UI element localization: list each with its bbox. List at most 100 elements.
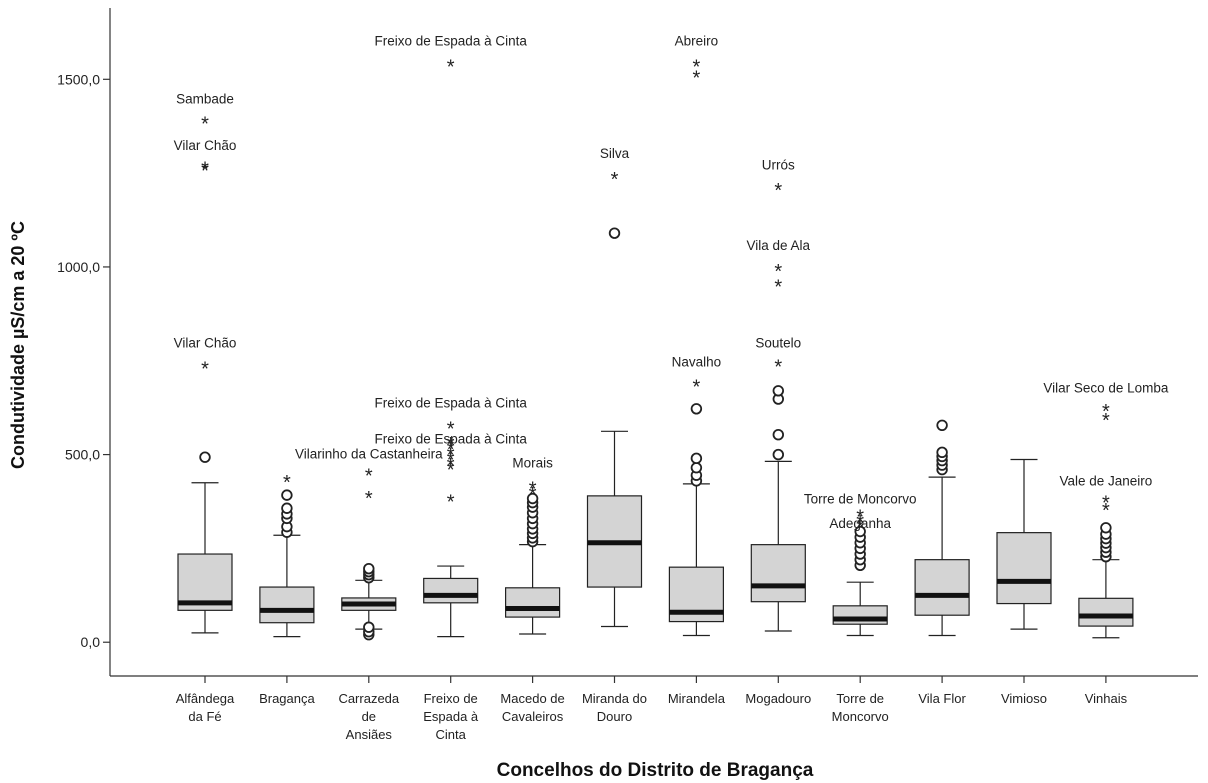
extreme-star: * xyxy=(611,169,619,191)
y-tick-label: 500,0 xyxy=(65,447,100,463)
y-tick-label: 1500,0 xyxy=(57,71,100,87)
outlier-annotation: Vila de Ala xyxy=(747,238,811,253)
outlier-annotation: Vilar Chão xyxy=(174,138,237,153)
x-category-label-line: Espada à xyxy=(423,709,479,724)
box-plot xyxy=(423,565,479,638)
extreme-star: * xyxy=(774,261,782,283)
outlier-annotation: Vale de Janeiro xyxy=(1059,473,1152,488)
extreme-star: * xyxy=(447,439,455,461)
extreme-star: * xyxy=(447,455,455,477)
x-category-label-line: Vila Flor xyxy=(918,691,966,706)
extreme-star: * xyxy=(1102,401,1110,423)
x-category-label: Mogadouro xyxy=(745,691,811,706)
outlier-circle xyxy=(772,448,785,461)
outlier-circle xyxy=(854,525,866,538)
extreme-star: * xyxy=(774,277,782,299)
outlier-circle xyxy=(281,502,293,514)
x-category-label-line: Cavaleiros xyxy=(502,709,564,724)
y-tick-label: 1000,0 xyxy=(57,259,100,275)
x-category-label-line: Ansiães xyxy=(346,727,393,742)
x-category-label-line: Moncorvo xyxy=(832,709,889,724)
extreme-star: * xyxy=(1102,410,1110,432)
y-tick-label: 0,0 xyxy=(81,634,101,650)
box-plot xyxy=(586,430,643,628)
extreme-star: * xyxy=(201,113,209,135)
x-category-label-line: Macedo de xyxy=(500,691,564,706)
box-plot xyxy=(1078,559,1134,639)
outlier-circle xyxy=(772,385,785,397)
iqr-box xyxy=(750,544,806,603)
x-category-label: Freixo de Espada à Cinta xyxy=(423,691,479,742)
extreme-star: * xyxy=(201,358,209,380)
x-category-label-line: da Fé xyxy=(188,709,221,724)
outlier-annotation: Freixo de Espada à Cinta xyxy=(375,431,528,446)
box-series xyxy=(177,430,1134,639)
outlier-annotation: Torre de Moncorvo xyxy=(804,491,917,506)
x-axis-label: Concelhos do Distrito de Bragança xyxy=(497,760,814,781)
box-plot xyxy=(505,544,561,635)
outlier-circle xyxy=(526,492,539,505)
box-plot xyxy=(668,483,725,637)
outlier-circle xyxy=(690,452,703,465)
extreme-star: * xyxy=(447,434,455,456)
extreme-star: * xyxy=(201,158,209,180)
x-category-label-line: Carrazeda xyxy=(338,691,399,706)
outlier-annotation: Morais xyxy=(512,456,553,471)
x-category-label-line: Vimioso xyxy=(1001,691,1047,706)
x-category-label: Miranda do Douro xyxy=(582,691,647,724)
extreme-star: * xyxy=(365,465,373,487)
extreme-star: * xyxy=(447,492,455,514)
extreme-star: * xyxy=(774,180,782,202)
extreme-star: * xyxy=(693,376,701,398)
outlier-annotation: Vilar Seco de Lomba xyxy=(1043,381,1169,396)
extreme-star: * xyxy=(856,507,864,529)
outlier-annotation: Urrós xyxy=(762,157,795,172)
outlier-annotation: Vilarinho da Castanheira xyxy=(295,446,443,461)
x-category-label-line: Cinta xyxy=(436,727,467,742)
box-plot xyxy=(177,482,233,634)
outlier-circle xyxy=(690,403,703,415)
extreme-star: * xyxy=(447,444,455,466)
extreme-star: * xyxy=(693,56,701,78)
outlier-circle xyxy=(199,451,211,463)
x-category-label-line: Torre de xyxy=(836,691,884,706)
outlier-circle xyxy=(690,462,703,474)
x-category-label-line: Mogadouro xyxy=(745,691,811,706)
iqr-box xyxy=(1078,597,1134,627)
extreme-star: * xyxy=(1102,492,1110,514)
y-axis-label: Condutividade µS/cm a 20 ºC xyxy=(8,221,28,469)
box-plot xyxy=(832,581,888,637)
box-plot xyxy=(259,534,315,638)
plot-area xyxy=(109,8,1198,677)
extreme-star: * xyxy=(365,488,373,510)
outlier-circle xyxy=(363,562,375,575)
box-plot xyxy=(996,458,1052,630)
extreme-star: * xyxy=(447,418,455,440)
box-plot xyxy=(750,460,806,632)
extreme-star: * xyxy=(856,517,864,539)
outlier-circle xyxy=(936,446,948,459)
x-category-label: Vila Flor xyxy=(918,691,966,706)
iqr-box xyxy=(996,532,1052,605)
x-category-label: Bragança xyxy=(259,691,315,706)
x-category-label: Macedo de Cavaleiros xyxy=(500,691,564,724)
outlier-circle xyxy=(1100,522,1112,534)
outlier-markers: ***************************** **** xyxy=(199,56,1112,641)
x-category-label: Carrazeda de Ansiães xyxy=(338,691,399,742)
outlier-circle xyxy=(608,227,621,239)
outlier-circle xyxy=(936,419,948,432)
x-category-label-line: de xyxy=(362,709,376,724)
x-category-label: Alfândega da Fé xyxy=(176,691,235,724)
x-category-labels: Alfândega da Fé Bragança Carrazeda de Ansiães… xyxy=(176,676,1128,742)
box-plot xyxy=(341,579,397,630)
outlier-annotation: Vilar Chão xyxy=(174,336,237,351)
extreme-star: * xyxy=(447,450,455,472)
x-category-label-line: Freixo de xyxy=(424,691,478,706)
extreme-star: * xyxy=(774,357,782,379)
outlier-annotation: Sambade xyxy=(176,92,234,107)
extreme-star: * xyxy=(447,460,455,482)
x-category-label-line: Vinhais xyxy=(1085,691,1128,706)
extreme-star: * xyxy=(856,512,864,534)
x-category-label-line: Bragança xyxy=(259,691,315,706)
